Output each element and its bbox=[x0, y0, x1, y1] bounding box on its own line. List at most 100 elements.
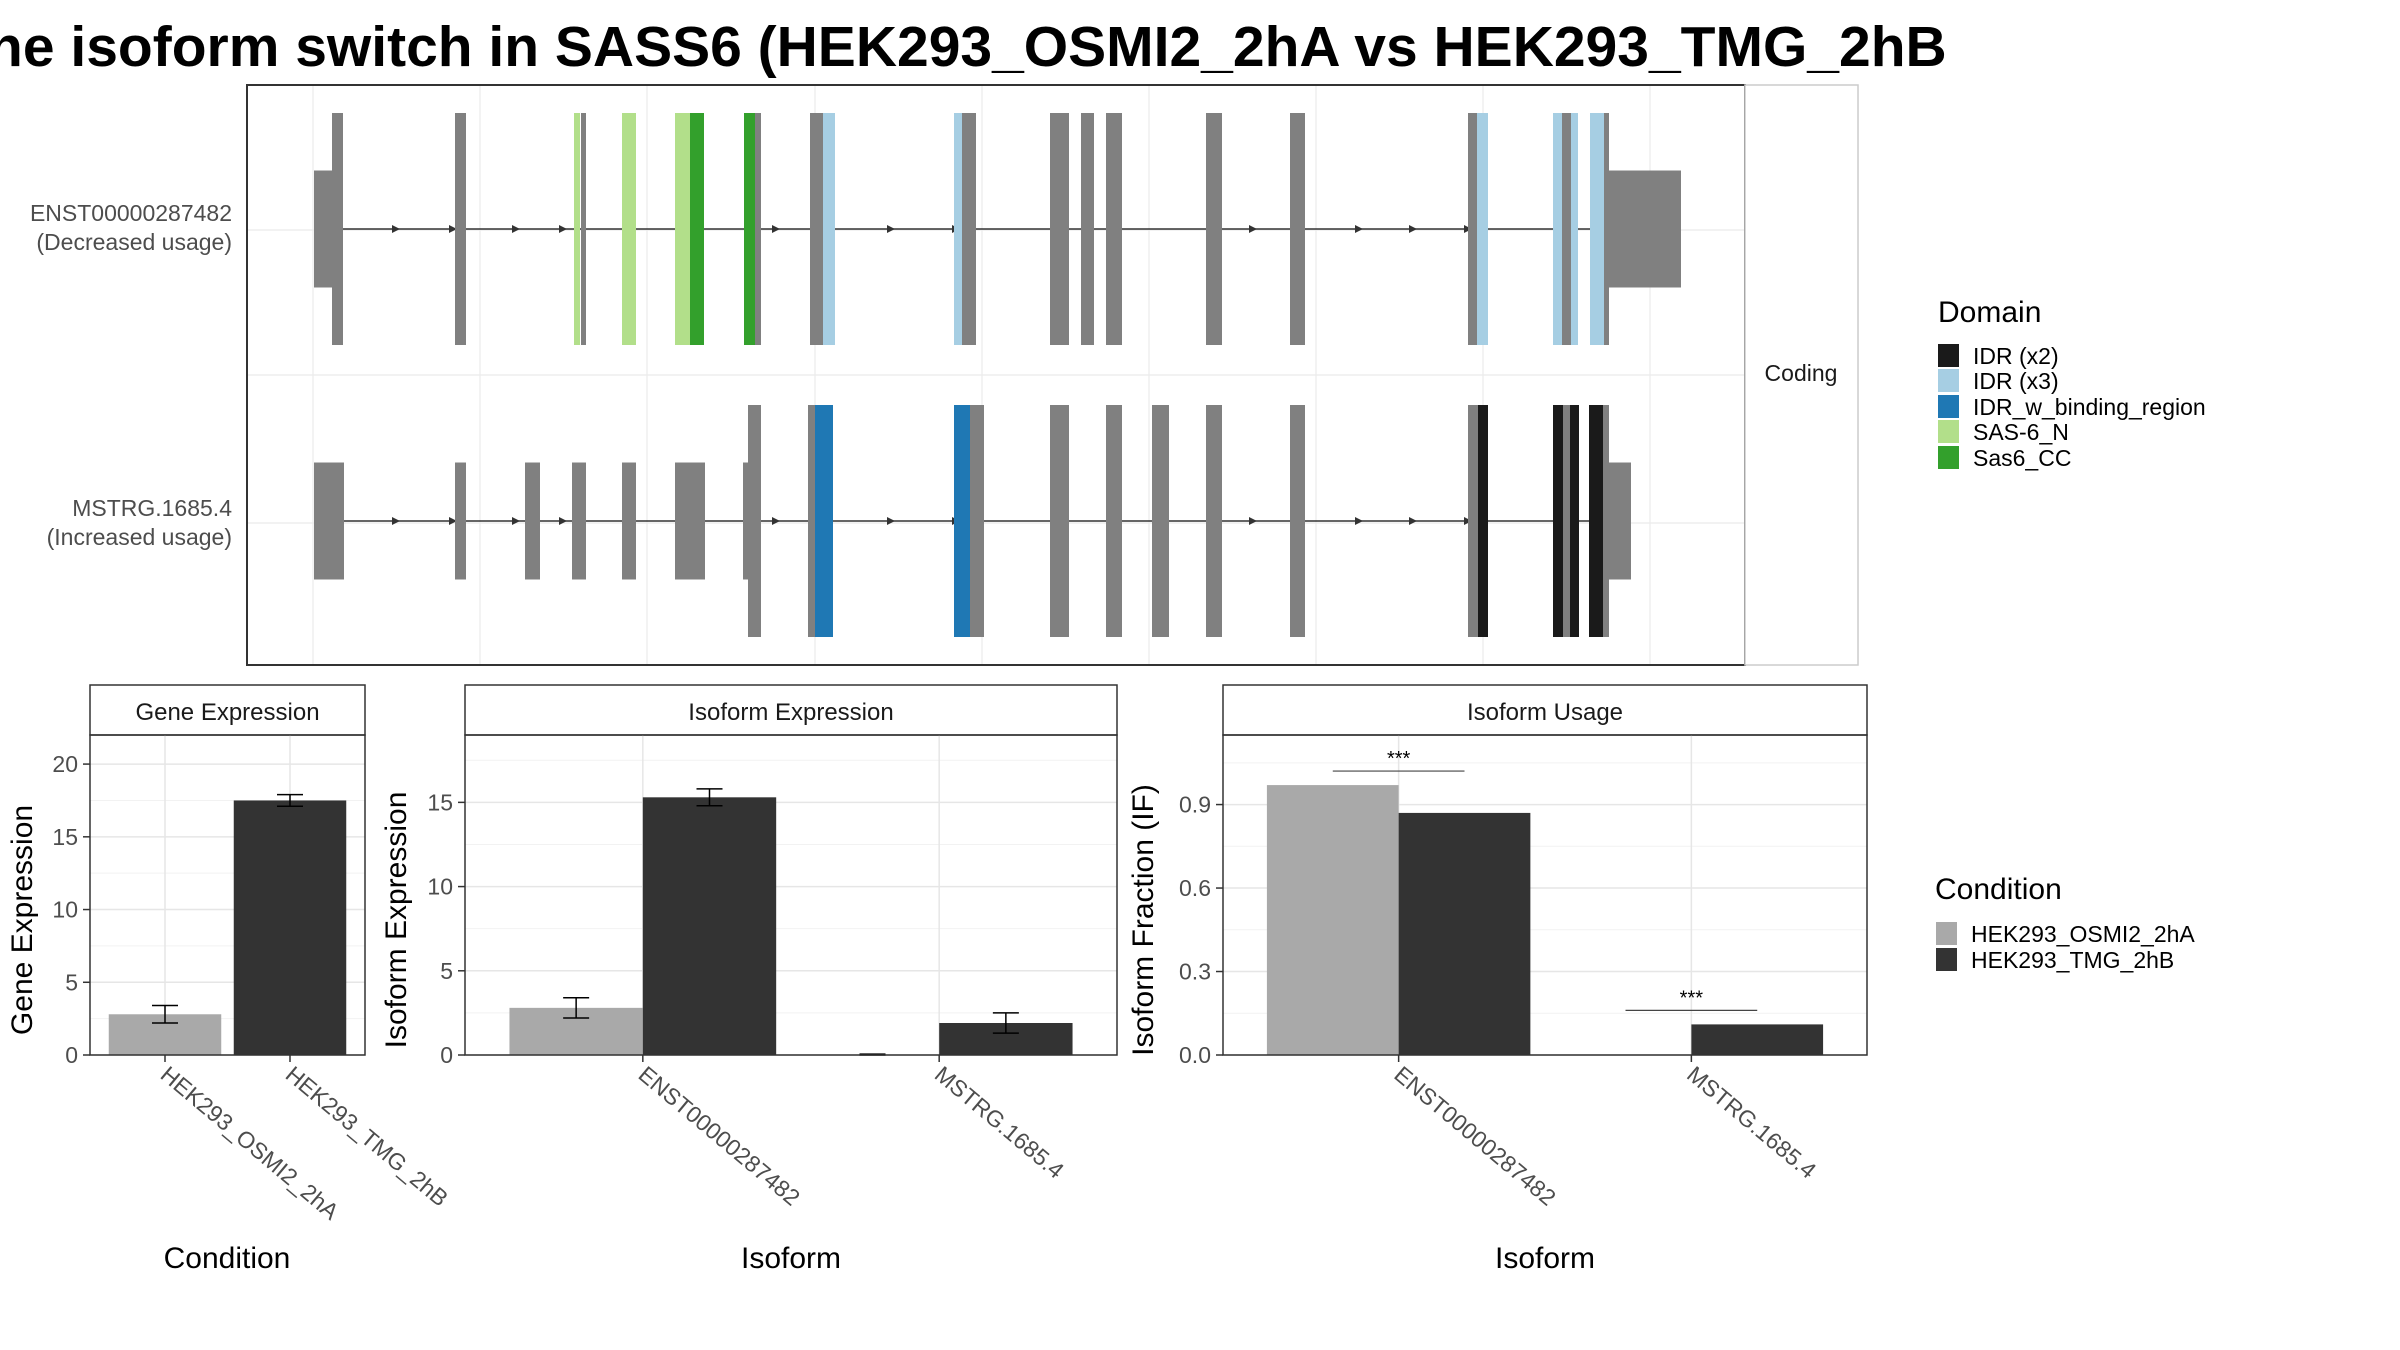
exon bbox=[1050, 113, 1069, 345]
strand-arrow bbox=[772, 517, 780, 525]
strand-arrow bbox=[887, 517, 895, 525]
y-tick-label: 0.3 bbox=[1179, 959, 1211, 985]
bar bbox=[1266, 785, 1399, 1055]
exon bbox=[1609, 170, 1681, 288]
strand-arrow bbox=[1355, 225, 1363, 233]
domain-legend-title: Domain bbox=[1938, 296, 2041, 329]
condition-legend-title: Condition bbox=[1935, 873, 2062, 906]
isoform-expression-strip-label: Isoform Expression bbox=[688, 699, 893, 726]
strand-arrow bbox=[887, 225, 895, 233]
chart-title-container: he isoform switch in SASS6 (HEK293_OSMI2… bbox=[0, 0, 2400, 90]
legend-swatch-osmi2 bbox=[1936, 922, 1957, 945]
exon bbox=[314, 462, 344, 580]
domain-legend: Domain IDR (x2) IDR (x3) IDR_w_binding_r… bbox=[1938, 296, 2206, 471]
y-tick-label: 0.0 bbox=[1179, 1042, 1211, 1068]
strand-arrow bbox=[559, 517, 567, 525]
gene-expression-xlabel: Condition bbox=[164, 1242, 291, 1275]
facet-strip bbox=[1744, 84, 1859, 666]
strand-arrow bbox=[449, 225, 457, 233]
chart-title: he isoform switch in SASS6 (HEK293_OSMI2… bbox=[0, 15, 1947, 79]
legend-label-idr-binding: IDR_w_binding_region bbox=[1973, 394, 2206, 420]
structure-features bbox=[314, 113, 1681, 637]
exon bbox=[1563, 405, 1570, 637]
exon bbox=[1106, 113, 1122, 345]
strand-arrow bbox=[772, 225, 780, 233]
strand-arrow bbox=[559, 225, 567, 233]
isoform-usage-xlabel: Isoform bbox=[1495, 1242, 1595, 1275]
exon bbox=[810, 113, 823, 345]
isoform-usage-panel: Isoform Usage *** ENST00000287482 *** MSTRG… bbox=[1127, 684, 1868, 1275]
x-tick-label: ENST00000287482 bbox=[1389, 1061, 1561, 1211]
x-tick-label: MSTRG.1685.4 bbox=[930, 1061, 1069, 1184]
y-tick-label: 0.6 bbox=[1179, 875, 1211, 901]
exon bbox=[744, 113, 755, 345]
exon bbox=[581, 113, 586, 345]
exon bbox=[1081, 113, 1094, 345]
exon bbox=[1290, 405, 1305, 637]
strand-arrow bbox=[392, 225, 400, 233]
exon bbox=[690, 113, 704, 345]
strand-arrow bbox=[1249, 225, 1257, 233]
isoform-expression-ylabel: Isoform Expression bbox=[380, 792, 413, 1049]
exon bbox=[455, 113, 466, 345]
y-tick-label: 0 bbox=[440, 1042, 453, 1068]
strand-arrow bbox=[392, 517, 400, 525]
exon bbox=[1206, 113, 1222, 345]
legend-swatch-sas6-n bbox=[1938, 420, 1959, 443]
legend-swatch-idr-binding bbox=[1938, 395, 1959, 418]
strand-arrow bbox=[512, 517, 520, 525]
strand-arrow bbox=[1409, 517, 1417, 525]
isoform-2-usage: (Increased usage) bbox=[47, 524, 232, 550]
plot-border bbox=[1222, 734, 1868, 1056]
structure-panel: Coding ENST00000287482 (Decreased usage)… bbox=[30, 84, 1859, 666]
exon bbox=[574, 113, 580, 345]
y-tick-label: 10 bbox=[427, 874, 453, 900]
exon bbox=[748, 405, 761, 637]
significance-label: *** bbox=[1680, 987, 1704, 1009]
exon bbox=[1477, 113, 1488, 345]
legend-label-sas6-cc: Sas6_CC bbox=[1973, 445, 2071, 471]
exon bbox=[1106, 405, 1122, 637]
isoform-usage-strip-label: Isoform Usage bbox=[1467, 699, 1623, 726]
exon bbox=[823, 113, 835, 345]
plot-border bbox=[464, 734, 1118, 1056]
isoform-2-id: MSTRG.1685.4 bbox=[72, 495, 232, 521]
exon bbox=[1206, 405, 1222, 637]
condition-legend: Condition HEK293_OSMI2_2hA HEK293_TMG_2h… bbox=[1935, 873, 2195, 973]
exon bbox=[1478, 405, 1488, 637]
exon bbox=[1468, 113, 1477, 345]
strand-arrow bbox=[1409, 225, 1417, 233]
exon bbox=[622, 113, 636, 345]
gene-expression-strip-label: Gene Expression bbox=[135, 699, 319, 726]
exon bbox=[1050, 405, 1069, 637]
isoform-1-usage: (Decreased usage) bbox=[36, 229, 232, 255]
bar bbox=[233, 800, 347, 1055]
exon bbox=[1152, 405, 1169, 637]
exon bbox=[1553, 113, 1562, 345]
exon bbox=[1604, 113, 1609, 345]
y-tick-label: 15 bbox=[427, 789, 453, 815]
exon bbox=[525, 462, 540, 580]
exon bbox=[1609, 462, 1631, 580]
x-tick-label: MSTRG.1685.4 bbox=[1682, 1061, 1821, 1184]
gene-expression-strip bbox=[89, 684, 366, 736]
exon bbox=[455, 462, 466, 580]
legend-label-sas6-n: SAS-6_N bbox=[1973, 419, 2069, 445]
gene-expression-ylabel: Gene Expression bbox=[6, 805, 39, 1035]
legend-label-idr-x3: IDR (x3) bbox=[1973, 368, 2059, 394]
isoform-expression-panel: Isoform Expression ENST00000287482 MSTRG.… bbox=[380, 684, 1118, 1275]
exon bbox=[1570, 405, 1579, 637]
exon bbox=[1553, 405, 1563, 637]
exon bbox=[675, 462, 705, 580]
y-tick-label: 10 bbox=[52, 897, 78, 923]
y-tick-label: 20 bbox=[52, 751, 78, 777]
bar bbox=[1398, 812, 1531, 1055]
exon bbox=[954, 405, 970, 637]
exon bbox=[572, 462, 586, 580]
exon bbox=[815, 405, 833, 637]
legend-swatch-tmg bbox=[1936, 948, 1957, 971]
isoform-usage-plot: *** ENST00000287482 *** MSTRG.1685.4 0.0 0.3 0… bbox=[1179, 734, 1868, 1211]
legend-label-osmi2: HEK293_OSMI2_2hA bbox=[1971, 921, 2195, 947]
isoform-expression-xlabel: Isoform bbox=[741, 1242, 841, 1275]
